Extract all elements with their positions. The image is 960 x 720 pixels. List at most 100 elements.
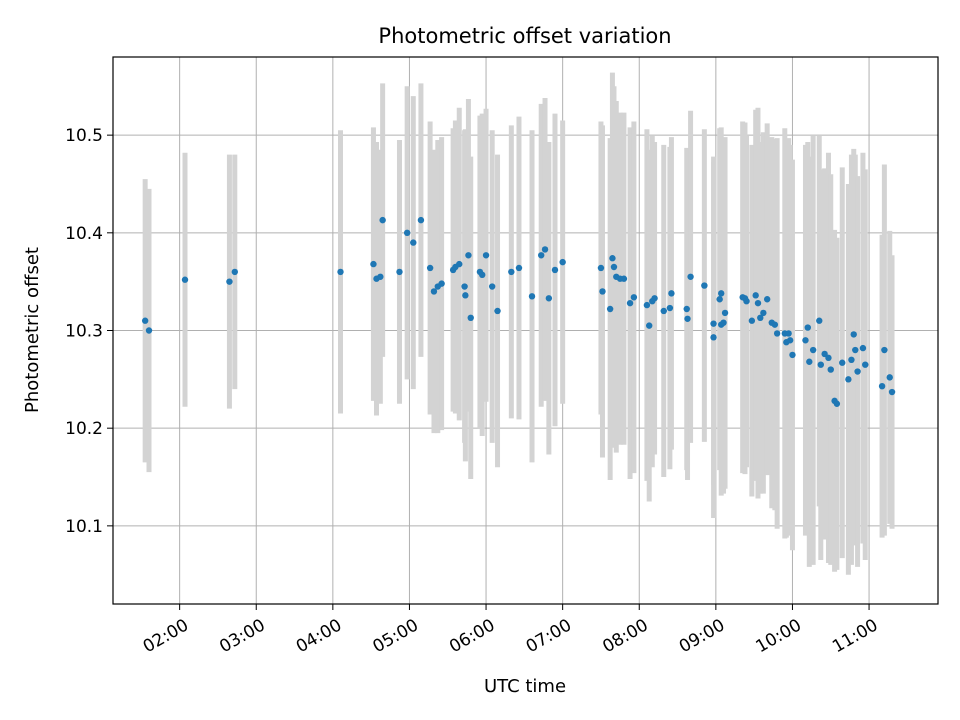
data-point: [752, 292, 759, 299]
data-point: [646, 322, 653, 329]
data-point: [859, 344, 867, 352]
data-point: [802, 337, 809, 344]
data-point: [660, 307, 667, 315]
data-point: [610, 263, 618, 271]
data-point: [370, 260, 377, 268]
data-point: [609, 255, 616, 262]
data-point: [757, 314, 764, 322]
data-point: [606, 305, 614, 313]
data-point: [827, 366, 834, 373]
data-point: [743, 297, 750, 305]
data-point: [720, 319, 727, 326]
data-point: [817, 361, 824, 368]
data-point: [710, 320, 717, 327]
data-point: [687, 273, 694, 280]
data-point: [839, 359, 846, 366]
data-point: [763, 296, 771, 303]
data-point: [651, 295, 658, 302]
data-point: [773, 330, 781, 337]
chart-title: Photometric offset variation: [378, 24, 671, 48]
data-point: [467, 314, 474, 322]
data-point: [850, 331, 857, 338]
data-point: [683, 305, 690, 313]
data-point: [379, 216, 386, 224]
data-point: [545, 295, 553, 302]
data-point: [426, 264, 434, 272]
data-point: [456, 260, 463, 268]
data-point: [684, 315, 691, 322]
data-point: [760, 309, 767, 317]
data-point: [716, 296, 723, 303]
data-point: [888, 388, 896, 396]
data-point: [852, 346, 859, 354]
data-point: [804, 324, 811, 331]
y-axis-ticks: 10.1 10.2 10.3 10.4 10.5: [65, 126, 113, 537]
data-point: [438, 280, 445, 287]
data-point: [786, 337, 794, 344]
data-point: [845, 376, 852, 383]
data-point: [528, 293, 536, 300]
data-point: [785, 330, 792, 337]
data-point: [462, 292, 469, 299]
data-point: [825, 354, 832, 362]
data-point: [541, 246, 549, 253]
data-point: [771, 321, 779, 328]
data-point: [597, 264, 605, 272]
data-point: [748, 317, 756, 324]
data-point: [862, 361, 869, 368]
data-point: [620, 275, 628, 282]
y-axis-label: Photometric offset: [22, 247, 43, 413]
data-point: [508, 268, 515, 276]
x-axis-label: UTC time: [484, 676, 566, 697]
data-point: [710, 334, 717, 341]
data-points: [141, 216, 896, 407]
data-point: [643, 301, 651, 309]
data-point: [878, 382, 886, 390]
data-point: [337, 268, 344, 276]
data-point: [465, 252, 472, 259]
data-point: [754, 299, 762, 307]
y-tick-label: 10.2: [65, 419, 103, 439]
data-point: [848, 356, 855, 364]
data-point: [377, 273, 384, 280]
data-point: [226, 278, 233, 285]
data-point: [881, 346, 888, 354]
y-tick-label: 10.5: [65, 126, 103, 146]
data-point: [668, 290, 675, 297]
data-point: [718, 290, 725, 297]
data-point: [145, 327, 153, 334]
data-point: [666, 304, 674, 312]
data-point: [816, 317, 823, 324]
data-point: [886, 374, 893, 381]
data-point: [701, 282, 708, 289]
data-point: [410, 239, 417, 246]
y-tick-label: 10.3: [65, 322, 103, 342]
data-point: [821, 350, 828, 358]
data-point: [551, 266, 559, 274]
data-point: [396, 268, 403, 276]
data-point: [479, 271, 486, 279]
data-point: [482, 252, 490, 259]
data-point: [515, 264, 523, 272]
data-point: [538, 252, 545, 259]
data-point: [854, 368, 861, 375]
data-point: [789, 351, 796, 359]
data-point: [833, 400, 841, 407]
data-point: [809, 346, 817, 354]
data-point: [461, 283, 468, 290]
data-point: [630, 294, 638, 301]
data-point: [231, 268, 238, 276]
data-point: [559, 258, 566, 266]
data-point: [626, 299, 634, 307]
data-point: [403, 229, 411, 237]
data-point: [494, 307, 501, 315]
data-point: [806, 358, 813, 365]
data-point: [599, 288, 606, 295]
data-point: [488, 283, 496, 290]
data-point: [430, 288, 438, 295]
data-point: [181, 276, 189, 283]
y-tick-label: 10.1: [65, 517, 103, 537]
y-tick-label: 10.4: [65, 224, 103, 244]
data-point: [721, 309, 729, 317]
